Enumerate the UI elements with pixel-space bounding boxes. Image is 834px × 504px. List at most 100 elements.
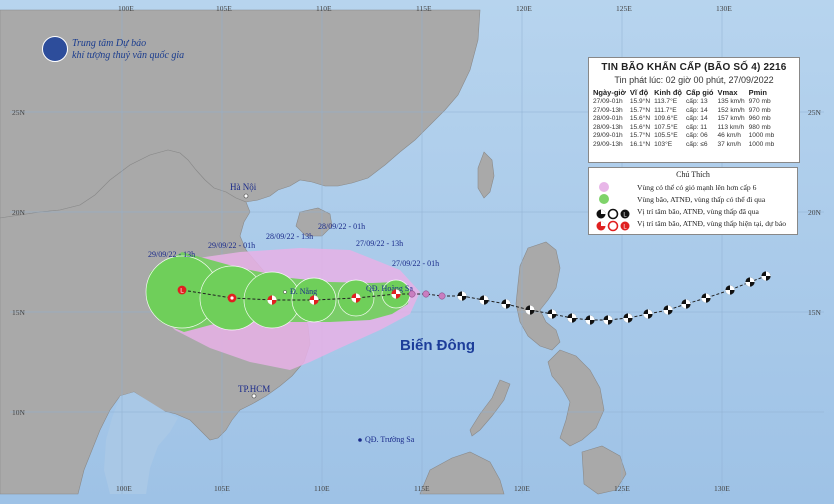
- col-header: Pmin: [748, 88, 767, 97]
- forecast-center-marker: [351, 293, 361, 303]
- hcm-label: TP.HCM: [238, 384, 270, 394]
- table-cell: 29/09-13h: [593, 140, 623, 148]
- past-center-marker: [663, 305, 673, 315]
- land-hainan: [295, 207, 333, 237]
- forecast-table-header: Ngày-giờ Vĩ độ Kinh độ Cấp gió Vmax Pmin: [592, 88, 777, 98]
- past-center-marker: [725, 285, 735, 295]
- lon-label-top-100: 100E: [118, 4, 134, 13]
- table-cell: 103°E: [654, 140, 673, 148]
- svg-text:L: L: [623, 224, 627, 230]
- forecast-center-marker: [227, 293, 237, 303]
- svg-text:L: L: [180, 287, 184, 294]
- table-row: 29/09-13h 16.1°N 103°E cấp: ≤6 37 km/h 1…: [592, 141, 777, 150]
- col-header: Cấp gió: [686, 88, 714, 97]
- table-cell: 15.9°N: [629, 98, 651, 105]
- agency-logo-icon: [42, 36, 68, 62]
- forecast-center-marker: [309, 295, 319, 305]
- past-center-marker: [422, 290, 430, 298]
- col-header: Ngày-giờ: [593, 88, 626, 97]
- hanoi-marker: [243, 193, 249, 199]
- truongsa-label: QĐ. Trường Sa: [365, 435, 415, 444]
- hcm-marker: [251, 393, 257, 399]
- table-cell: 15.7°N: [629, 132, 651, 140]
- lon-label-bottom-130: 130E: [714, 484, 730, 493]
- table-cell: 27/09-13h: [593, 106, 623, 114]
- past-center-marker: [761, 271, 771, 281]
- lon-label-bottom-110: 110E: [314, 484, 330, 493]
- land-borneo: [419, 451, 505, 495]
- col-header: Kinh độ: [654, 88, 682, 97]
- svg-text:L: L: [623, 212, 627, 218]
- lon-label-top-115: 115E: [416, 4, 432, 13]
- forecast-center-marker: [267, 295, 277, 305]
- table-cell: 960 mb: [748, 115, 771, 123]
- legend-label: Vùng có thể có gió mạnh lên hơn cấp 6: [637, 182, 757, 192]
- sea-label: Biển Đông: [400, 337, 475, 354]
- table-row: 29/09-01h 15.7°N 105.5°E cấp: 06 46 km/h…: [592, 132, 777, 141]
- col-header: Vĩ độ: [629, 88, 649, 97]
- table-cell: 37 km/h: [717, 140, 741, 148]
- legend-item-past-center: L Vị trí tâm bão, ATNĐ, vùng thấp đã qua: [593, 205, 759, 220]
- gulf-thailand: [104, 392, 178, 494]
- past-center-marker: [479, 295, 489, 305]
- lon-label-bottom-125: 125E: [614, 484, 630, 493]
- table-cell: cấp: 06: [686, 132, 708, 140]
- past-center-marker: [701, 293, 711, 303]
- forecast-time-2901: 29/09/22 - 01h: [208, 241, 255, 250]
- table-cell: 135 km/h: [717, 98, 745, 105]
- forecast-center-symbols-icon: L: [596, 220, 630, 232]
- wind-zone-swatch-icon: [599, 182, 609, 192]
- hanoi-label: Hà Nội: [230, 182, 257, 192]
- past-center-marker: [438, 292, 446, 300]
- table-cell: 970 mb: [748, 98, 771, 105]
- table-cell: 15.7°N: [629, 106, 651, 114]
- forecast-center-marker: [391, 289, 401, 299]
- forecast-time-2701: 27/09/22 - 01h: [392, 259, 439, 268]
- forecast-center-marker: L: [177, 285, 187, 295]
- legend-item-forecast-center: L Vị trí tâm bão, ATNĐ, vùng thấp hiện t…: [593, 217, 786, 232]
- legend-title: Chú Thích: [676, 170, 710, 179]
- forecast-time-2813: 28/09/22 - 13h: [266, 232, 313, 241]
- storm-zone-swatch-icon: [599, 194, 609, 204]
- past-center-marker: [567, 313, 577, 323]
- legend-item-storm-zone: Vùng bão, ATNĐ, vùng thấp có thể đi qua: [593, 193, 765, 205]
- land-philippines-south: [547, 349, 605, 447]
- agency-name-line2: khí tượng thuỷ văn quốc gia: [72, 50, 185, 61]
- table-cell: cấp: 11: [686, 123, 708, 131]
- table-cell: 28/09-01h: [593, 115, 623, 123]
- table-cell: 15.6°N: [629, 115, 651, 123]
- past-center-marker: [623, 313, 633, 323]
- lat-label-left-25: 25N: [12, 108, 26, 117]
- table-cell: 107.5°E: [654, 123, 678, 131]
- lon-label-top-130: 130E: [716, 4, 732, 13]
- table-cell: 1000 mb: [748, 132, 775, 140]
- lat-label-right-25: 25N: [808, 108, 822, 117]
- table-cell: 980 mb: [748, 123, 771, 131]
- table-cell: 152 km/h: [717, 106, 745, 114]
- forecast-time-2913: 29/09/22 - 13h: [148, 250, 195, 259]
- table-cell: 109.6°E: [654, 115, 678, 123]
- past-center-marker: [681, 299, 691, 309]
- danang-label: Đ. Nẵng: [290, 287, 317, 296]
- lon-label-bottom-115: 115E: [414, 484, 430, 493]
- legend-label: Vị trí tâm bão, ATNĐ, vùng thấp đã qua: [637, 206, 759, 216]
- table-row: 28/09-13h 15.6°N 107.5°E cấp: 11 113 km/…: [592, 124, 777, 133]
- lat-label-left-20: 20N: [12, 208, 26, 217]
- lat-label-left-10: 10N: [12, 408, 26, 417]
- col-header: Vmax: [717, 88, 738, 97]
- legend-box: Chú Thích Vùng có thể có gió mạnh lên hơ…: [588, 167, 798, 235]
- table-cell: 111.7°E: [654, 106, 677, 114]
- lat-label-right-15: 15N: [808, 308, 822, 317]
- table-cell: cấp: 14: [686, 115, 708, 123]
- past-center-marker: [501, 299, 511, 309]
- table-cell: 113.7°E: [654, 98, 678, 105]
- truongsa-marker: [358, 438, 362, 442]
- table-cell: 27/09-01h: [593, 98, 623, 105]
- lat-label-left-15: 15N: [12, 308, 26, 317]
- forecast-time-2801: 28/09/22 - 01h: [318, 222, 365, 231]
- lon-label-top-110: 110E: [316, 4, 332, 13]
- table-cell: cấp: ≤6: [686, 140, 708, 148]
- bulletin-box: TIN BÃO KHẨN CẤP (BÃO SỐ 4) 2216 Tin phá…: [588, 57, 800, 163]
- past-center-symbols-icon: L: [596, 208, 630, 220]
- past-center-marker: [745, 277, 755, 287]
